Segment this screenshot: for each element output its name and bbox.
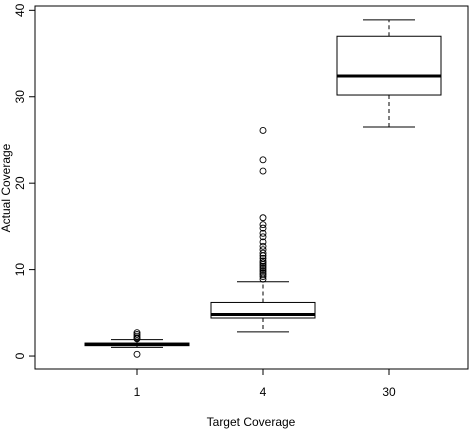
x-tick-label-4: 4 (260, 385, 267, 399)
boxes-layer (84, 19, 442, 358)
outlier-point (259, 271, 267, 279)
y-tick-label-30: 30 (13, 90, 27, 104)
box-group-1 (84, 329, 190, 358)
outlier-point (259, 266, 267, 274)
outlier-point (259, 233, 267, 241)
outlier-point (259, 242, 267, 250)
outlier-point (259, 224, 267, 232)
box-group-30 (336, 19, 442, 128)
iqr-box (336, 35, 442, 96)
outlier-point (259, 273, 267, 280)
outlier-point (259, 214, 267, 222)
outlier-point (133, 330, 141, 338)
outlier-point (259, 127, 267, 134)
outlier-point (259, 267, 267, 275)
outlier-point (259, 221, 267, 229)
y-axis-title: Actual Coverage (0, 143, 13, 232)
y-tick-label-40: 40 (13, 3, 27, 17)
y-tick-label-10: 10 (13, 263, 27, 277)
outlier-point (133, 350, 141, 358)
outlier-point (133, 334, 141, 342)
outlier-point (259, 269, 267, 277)
outlier-point (259, 264, 267, 272)
outlier-point (259, 254, 267, 262)
box-group-4 (210, 127, 316, 333)
outlier-point (259, 167, 267, 175)
y-tick-label-20: 20 (13, 176, 27, 190)
outlier-point (259, 156, 267, 164)
plot-frame (34, 5, 469, 370)
outlier-point (259, 257, 267, 265)
outlier-point (133, 332, 141, 340)
outlier-point (259, 229, 267, 237)
outlier-point (259, 259, 267, 267)
outlier-point (259, 262, 267, 270)
x-tick-label-30: 30 (382, 385, 396, 399)
outlier-point (259, 249, 267, 257)
x-axis: 1 4 30 (134, 369, 396, 399)
outlier-point (133, 329, 141, 337)
x-axis-title: Target Coverage (207, 415, 296, 429)
x-tick-label-1: 1 (134, 385, 141, 399)
y-axis: 0 10 20 30 40 (13, 3, 35, 359)
outlier-point (259, 238, 267, 246)
y-tick-label-0: 0 (13, 352, 27, 359)
outlier-point (259, 246, 267, 254)
